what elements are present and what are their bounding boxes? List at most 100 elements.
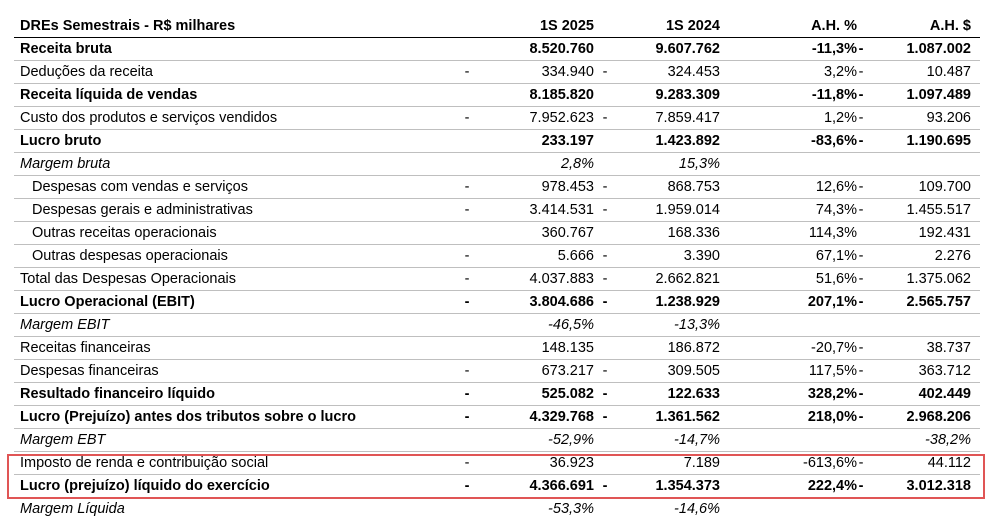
ah-value: 1.087.002 [906,41,971,57]
ah-value-sign: - [858,386,864,402]
col2-value: 2.662.821 [655,271,720,287]
ah-value-sign: - [858,294,864,310]
ah-percent-value: 12,6% [815,179,857,195]
ah-value: 1.455.517 [906,202,971,218]
col1-value: -53,3% [548,501,594,517]
ah-percent-value: 51,6% [815,271,857,287]
ah-value-sign: - [858,110,864,126]
row-label: Outras receitas operacionais [32,225,217,241]
col2-sign: - [602,478,608,494]
header-label: DREs Semestrais - R$ milhares [20,18,236,34]
row-label: Lucro (prejuízo) líquido do exercício [20,478,270,494]
col2-value: 186.872 [667,340,720,356]
col2-value: 309.505 [667,363,720,379]
col2-sign: - [602,248,608,264]
col1-value: 4.366.691 [529,478,594,494]
col1-sign: - [464,110,470,126]
ah-value: 109.700 [918,179,971,195]
col1-sign: - [464,64,470,80]
row-label: Lucro (Prejuízo) antes dos tributos sobr… [20,409,356,425]
ah-percent-value: 117,5% [808,363,857,379]
header-col-ah-value: A.H. $ [929,18,971,34]
row-label: Resultado financeiro líquido [20,386,215,402]
col2-value: 1.354.373 [655,478,720,494]
col1-value: 3.414.531 [529,202,594,218]
col1-sign: - [464,248,470,264]
col1-value: -46,5% [548,317,594,333]
ah-value: 1.375.062 [906,271,971,287]
col1-value: 4.329.768 [529,409,594,425]
col2-value: 9.283.309 [655,87,720,103]
col2-value: 1.238.929 [655,294,720,310]
row-label: Lucro bruto [20,133,102,149]
table-row: Margem EBT -52,9% -14,7% -38,2% [14,429,980,452]
row-label: Total das Despesas Operacionais [20,271,237,287]
col2-value: 15,3% [678,156,720,172]
ah-value: 10.487 [926,64,971,80]
col1-value: 148.135 [541,340,594,356]
ah-value-sign: - [858,179,864,195]
row-label: Receita bruta [20,41,112,57]
row-label: Lucro Operacional (EBIT) [20,294,195,310]
col1-value: 673.217 [541,363,594,379]
ah-percent-value: 1,2% [823,110,857,126]
row-label: Margem EBIT [20,317,110,333]
ah-value: 93.206 [926,110,971,126]
ah-percent-value: -20,7% [811,340,857,356]
col2-sign: - [602,409,608,425]
table-row: Margem Líquida -53,3% -14,6% [14,498,980,520]
col2-value: 9.607.762 [655,41,720,57]
ah-percent-value: 3,2% [823,64,857,80]
col2-value: 3.390 [683,248,720,264]
ah-value-sign: - [858,133,864,149]
header-col-1s2024: 1S 2024 [665,18,720,34]
col1-value: 5.666 [557,248,594,264]
col1-sign: - [464,179,470,195]
col2-sign: - [602,271,608,287]
table-row: Margem bruta 2,8% 15,3% [14,153,980,176]
col2-sign: - [602,294,608,310]
col1-sign: - [464,478,470,494]
col2-sign: - [602,110,608,126]
col1-value: 7.952.623 [529,110,594,126]
table-row: Margem EBIT -46,5% -13,3% [14,314,980,337]
col2-value: 324.453 [667,64,720,80]
col1-sign: - [464,294,470,310]
col1-sign: - [464,455,470,471]
table-row: Total das Despesas Operacionais -4.037.88… [14,268,980,291]
col1-value: 233.197 [541,133,594,149]
col1-value: 36.923 [549,455,594,471]
row-label: Imposto de renda e contribuição social [20,455,269,471]
ah-percent-value: 222,4% [807,478,857,494]
income-statement-table: DREs Semestrais - R$ milhares 1S 2025 1S… [14,15,980,520]
ah-percent-value: 74,3% [815,202,857,218]
col1-value: 8.185.820 [529,87,594,103]
col1-value: 8.520.760 [529,41,594,57]
col2-value: 7.859.417 [655,110,720,126]
row-label: Despesas gerais e administrativas [32,202,253,218]
ah-value-sign: - [858,271,864,287]
col1-sign: - [464,363,470,379]
col1-value: 3.804.686 [529,294,594,310]
ah-value: 2.968.206 [906,409,971,425]
ah-value: 192.431 [918,225,971,241]
ah-percent-value: 67,1% [815,248,857,264]
col1-sign: - [464,271,470,287]
table-row: Despesas com vendas e serviços -978.453-8… [14,176,980,199]
row-label: Despesas financeiras [20,363,159,379]
col1-value: -52,9% [548,432,594,448]
col2-value: 122.633 [667,386,720,402]
ah-value: 1.190.695 [906,133,971,149]
table-row: Lucro (prejuízo) líquido do exercício -4.… [14,475,980,498]
ah-value: 3.012.318 [906,478,971,494]
table-row: Outras receitas operacionais 360.767 168.3… [14,222,980,245]
row-label: Outras despesas operacionais [32,248,228,264]
table-row: Receitas financeiras 148.135 186.872 -20,7%… [14,337,980,360]
ah-value-sign: - [858,363,864,379]
row-label: Receita líquida de vendas [20,87,198,103]
ah-value-sign: - [858,455,864,471]
col2-sign: - [602,386,608,402]
table-row: Despesas financeiras - 673.217 - 309.505 117,… [14,360,980,383]
col2-value: -14,7% [674,432,720,448]
ah-percent-value: 218,0% [807,409,857,425]
